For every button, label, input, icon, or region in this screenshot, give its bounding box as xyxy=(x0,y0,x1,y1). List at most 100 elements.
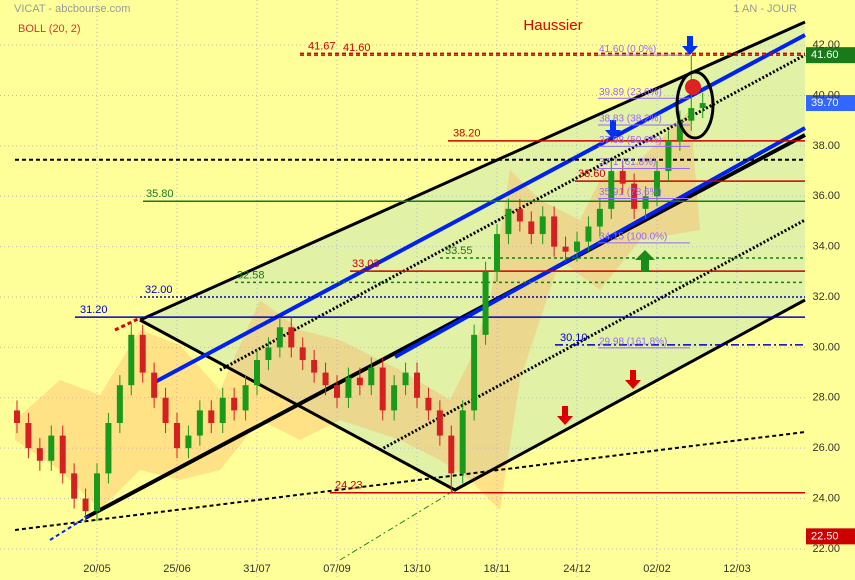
candle-body xyxy=(299,347,306,361)
x-tick-label: 13/10 xyxy=(403,563,431,575)
x-tick-label: 18/11 xyxy=(484,563,511,575)
candle-body xyxy=(196,410,203,436)
candle-body xyxy=(14,410,20,423)
marker xyxy=(685,79,701,95)
candle-body xyxy=(185,435,192,449)
x-tick-label: 31/07 xyxy=(243,563,271,575)
candle-body xyxy=(311,360,318,373)
candle-body xyxy=(516,208,523,222)
fib-label: 37.1 (61.8%) xyxy=(599,157,656,168)
y-tick-label: 24.00 xyxy=(812,492,840,504)
candle-body xyxy=(596,208,603,227)
x-tick-label: 25/06 xyxy=(163,563,191,575)
candle-body xyxy=(505,208,512,235)
arrows xyxy=(557,36,698,425)
highlight-circle xyxy=(675,70,715,140)
arrow-down xyxy=(557,406,573,425)
y-tick-label: 32.00 xyxy=(812,291,840,303)
x-tick-label: 07/09 xyxy=(323,563,351,575)
level-label: 35.80 xyxy=(146,188,174,200)
chart-title: VICAT - abcbourse.com xyxy=(14,3,130,15)
candle-body xyxy=(562,246,569,252)
price-tag xyxy=(806,528,855,545)
candle-body xyxy=(528,221,535,235)
candle-body xyxy=(402,372,409,386)
level-label: 41.67 xyxy=(308,40,336,52)
y-tick-label: 30.00 xyxy=(812,341,840,353)
y-tick-label: 42.00 xyxy=(812,39,840,51)
fib-label: 41.60 (0.0%) xyxy=(599,44,656,55)
price-tag-label: 41.60 xyxy=(811,49,839,61)
candle-body xyxy=(128,334,135,386)
arrow-up xyxy=(635,250,655,272)
level-label: 33.03 xyxy=(352,258,380,270)
candle-body xyxy=(642,196,649,209)
level-label: 30.10 xyxy=(560,332,588,344)
fib-label: 37.98 (50.0%) xyxy=(599,135,662,146)
candle-body xyxy=(139,334,146,373)
y-tick-label: 38.00 xyxy=(812,140,840,152)
price-tag xyxy=(806,95,855,112)
x-tick-label: 20/05 xyxy=(83,563,111,575)
candle-body xyxy=(448,435,455,474)
indicator: BOLL (20, 2) xyxy=(18,23,81,35)
dotted-line xyxy=(219,53,806,372)
candle-body xyxy=(585,226,592,242)
marks xyxy=(14,47,855,545)
level-label: 36.60 xyxy=(578,168,606,180)
grid xyxy=(0,0,805,580)
channel-bottom xyxy=(139,298,806,492)
level-label: 32.58 xyxy=(237,269,265,281)
candle-body xyxy=(151,372,158,398)
bollinger-band xyxy=(15,110,700,510)
x-tick-label: 24/12 xyxy=(563,563,591,575)
green-line xyxy=(339,489,456,561)
level-label: 31.20 xyxy=(80,304,108,316)
price-tag-label: 22.50 xyxy=(811,530,839,542)
candle-body xyxy=(105,422,112,474)
candle-body xyxy=(654,171,660,197)
arrow-down xyxy=(625,370,641,389)
candle-body xyxy=(242,385,249,411)
candle-body xyxy=(471,334,478,411)
candle-body xyxy=(356,377,363,386)
candle-body xyxy=(174,422,180,449)
price-tag xyxy=(806,47,855,64)
candle-body xyxy=(25,422,32,449)
red-line xyxy=(114,316,141,332)
candle-body xyxy=(254,360,260,386)
candle-body xyxy=(608,171,615,209)
y-tick-label: 26.00 xyxy=(812,442,840,454)
level-label: 38.20 xyxy=(453,128,481,140)
fib-label: 39.89 (23.6%) xyxy=(599,87,662,98)
x-tick-label: 12/03 xyxy=(723,563,751,575)
dotted-line xyxy=(379,218,806,452)
candle-body xyxy=(539,216,546,235)
candle-body xyxy=(482,271,489,335)
candle-body xyxy=(265,347,272,361)
candle-body xyxy=(436,410,443,436)
period: 1 AN - JOUR xyxy=(733,3,797,15)
candle-body xyxy=(699,103,706,109)
y-tick-label: 28.00 xyxy=(812,392,840,404)
candle-body xyxy=(231,397,238,411)
candle-body xyxy=(345,377,352,398)
candle-body xyxy=(322,372,329,386)
candle-body xyxy=(116,385,123,423)
candle-body xyxy=(551,216,558,247)
candle-body xyxy=(574,241,580,252)
y-tick-label: 22.00 xyxy=(812,543,840,555)
fib-label: 38.83 (38.2%) xyxy=(599,114,662,125)
y-tick-label: 34.00 xyxy=(812,241,840,253)
channel-fill xyxy=(140,22,805,490)
candle-body xyxy=(619,171,626,184)
candle-body xyxy=(94,473,100,512)
y-tick-label: 40.00 xyxy=(812,89,840,101)
fib-label: 35.91 (78.6%) xyxy=(599,187,662,198)
candle-body xyxy=(48,435,55,461)
candle-body xyxy=(676,120,683,141)
candle-body xyxy=(334,385,340,398)
candle-body xyxy=(368,367,375,386)
